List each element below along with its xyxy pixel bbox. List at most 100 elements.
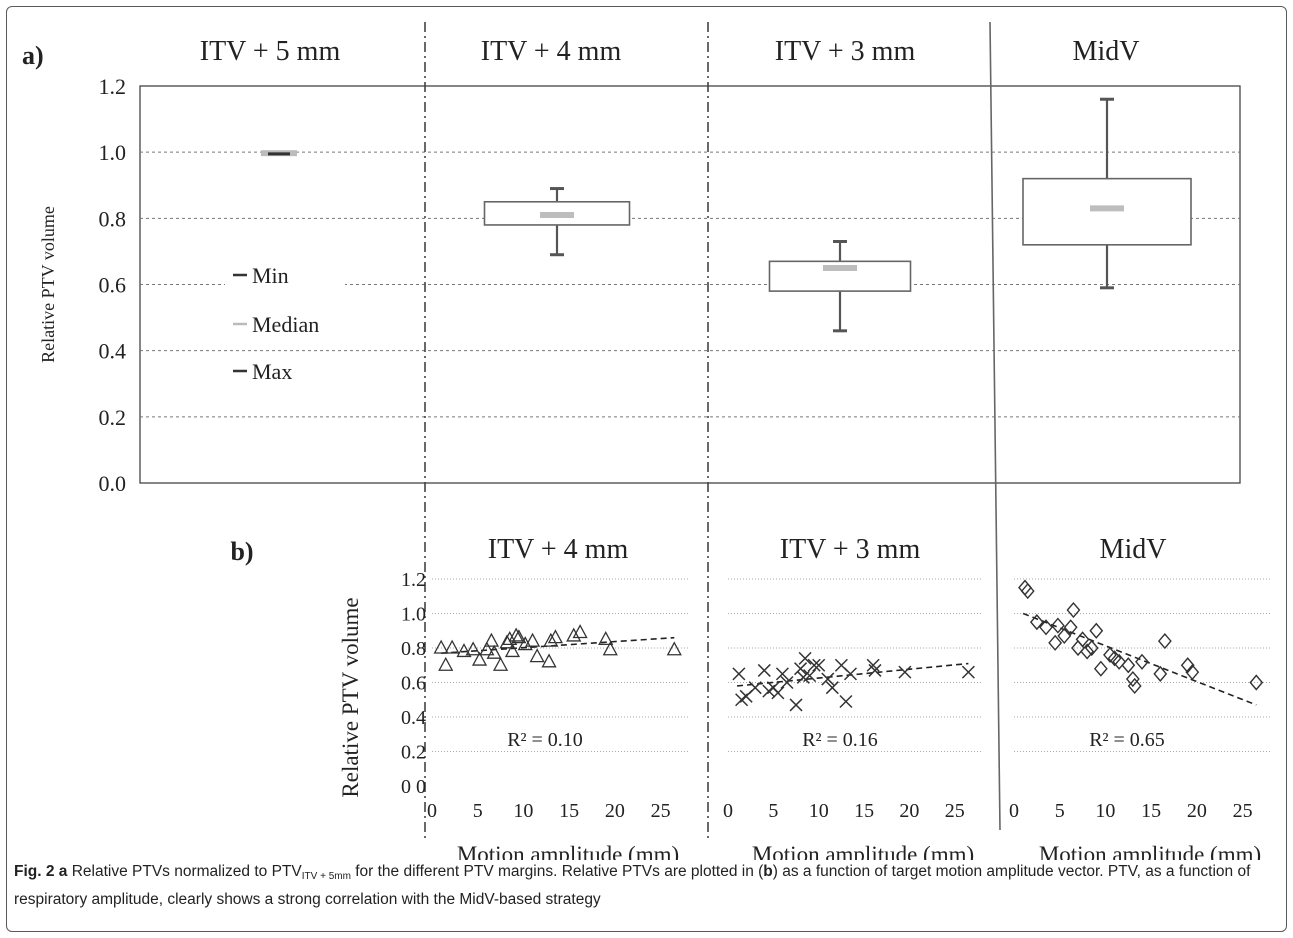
panel-b-xtick-label: 20 bbox=[1187, 800, 1207, 822]
panel-a-ytick-label: 0.6 bbox=[99, 273, 127, 298]
panel-b-xtick-label: 0 bbox=[1009, 800, 1019, 822]
data-point-x bbox=[839, 694, 853, 709]
data-point-diamond bbox=[1249, 674, 1264, 691]
data-point-triangle bbox=[566, 627, 582, 642]
box-body bbox=[768, 260, 912, 292]
panel-b-ytick-label: 1.2 bbox=[401, 569, 426, 591]
data-point-triangle bbox=[456, 643, 472, 658]
data-point-diamond bbox=[1089, 622, 1104, 639]
data-point-triangle bbox=[465, 641, 481, 656]
trendline bbox=[441, 636, 675, 654]
caption-text-1: Relative PTVs normalized to PTV bbox=[67, 863, 302, 880]
panel-b-xtick-label: 25 bbox=[651, 800, 671, 822]
caption-text-3: ) as a function of target motion amplitu… bbox=[14, 863, 1251, 908]
data-point-triangle bbox=[502, 631, 518, 646]
figure-caption: Fig. 2 a Relative PTVs normalized to PTV… bbox=[14, 860, 1279, 911]
panel-b-ytick-label: 0.4 bbox=[401, 707, 426, 729]
legend-label: Median bbox=[252, 312, 319, 337]
figure-frame bbox=[6, 6, 1287, 932]
data-point-x bbox=[794, 662, 808, 676]
data-point-x bbox=[843, 667, 857, 681]
data-point-diamond bbox=[1066, 601, 1081, 619]
data-point-triangle bbox=[444, 639, 460, 654]
panel-b-xtick-label: 15 bbox=[559, 800, 579, 822]
data-point-triangle bbox=[483, 632, 500, 647]
trendline bbox=[1022, 612, 1257, 706]
data-point-x bbox=[868, 663, 882, 677]
panel-b-xtick-label: 20 bbox=[899, 800, 919, 822]
panel-a-ytick-label: 0.2 bbox=[99, 405, 127, 430]
data-point-x bbox=[961, 665, 975, 679]
data-point-diamond bbox=[1075, 631, 1090, 648]
data-point-x bbox=[771, 686, 785, 700]
panel-a-label: a) bbox=[22, 41, 44, 70]
data-point-diamond bbox=[1080, 643, 1095, 660]
panel-a-strategy-title: MidV bbox=[1073, 36, 1140, 67]
data-point-diamond bbox=[1048, 634, 1063, 651]
caption-fig-label: Fig. 2 bbox=[14, 863, 55, 880]
data-point-triangle bbox=[517, 636, 533, 651]
data-point-triangle bbox=[602, 641, 618, 656]
data-point-triangle bbox=[511, 629, 527, 644]
panel-b-x-axis-label: Motion amplitude (mm) bbox=[752, 842, 974, 860]
data-point-triangle bbox=[438, 656, 454, 671]
data-point-diamond bbox=[1125, 670, 1140, 688]
data-point-triangle bbox=[666, 641, 682, 656]
panel-b-xtick-label: 15 bbox=[854, 800, 874, 822]
panel-b-xtick-label: 10 bbox=[513, 800, 533, 822]
panel-b-xtick-label: 25 bbox=[1233, 800, 1253, 822]
data-point-x bbox=[732, 667, 746, 681]
data-point-triangle bbox=[541, 653, 557, 668]
panel-b-y-axis-label: Relative PTV volume bbox=[338, 597, 363, 797]
panel-b-x-axis-label: Motion amplitude (mm) bbox=[457, 842, 679, 860]
panel-b-xtick-label: 5 bbox=[1055, 800, 1065, 822]
legend-entry-background bbox=[225, 266, 345, 292]
panel-a-strategy-title: ITV + 4 mm bbox=[481, 36, 622, 67]
data-point-triangle bbox=[547, 629, 564, 644]
data-point-triangle bbox=[486, 644, 502, 659]
panel-b-label: b) bbox=[230, 537, 253, 566]
data-point-x bbox=[803, 669, 817, 683]
data-point-x bbox=[825, 681, 839, 695]
panel-b-xtick-label: 0 bbox=[723, 800, 733, 822]
data-point-x bbox=[757, 663, 771, 677]
panel-b-strategy-title: MidV bbox=[1100, 534, 1167, 565]
legend-entry-background bbox=[225, 362, 345, 388]
caption-subscript: ITV + 5mm bbox=[301, 871, 351, 882]
data-point-x bbox=[821, 672, 835, 686]
data-point-triangle bbox=[504, 643, 521, 658]
panel-divider-solid bbox=[989, 21, 1001, 831]
r-squared-annotation: R² = 0.65 bbox=[1089, 729, 1165, 751]
data-point-x bbox=[812, 658, 826, 672]
data-point-x bbox=[898, 665, 912, 679]
data-point-diamond bbox=[1185, 664, 1200, 681]
data-point-x bbox=[807, 658, 821, 672]
data-point-diamond bbox=[1112, 653, 1127, 670]
panel-b-ytick-label: 0.6 bbox=[401, 673, 426, 695]
data-point-triangle bbox=[543, 632, 559, 647]
panel-b-xtick-label: 5 bbox=[473, 800, 483, 822]
panel-a-ytick-label: 0.0 bbox=[99, 471, 127, 496]
data-point-diamond bbox=[1063, 619, 1078, 636]
data-point-diamond bbox=[1029, 614, 1044, 631]
data-point-triangle bbox=[529, 648, 545, 663]
data-point-diamond bbox=[1153, 665, 1168, 682]
panel-a-ytick-label: 1.0 bbox=[99, 140, 127, 165]
panel-b-xtick-label: 10 bbox=[1095, 800, 1115, 822]
caption-text-2: for the different PTV margins. Relative … bbox=[350, 863, 764, 880]
data-point-diamond bbox=[1127, 677, 1142, 695]
caption-panel-a: a bbox=[58, 863, 68, 880]
data-point-triangle bbox=[433, 639, 449, 654]
panel-b-xtick-label: 15 bbox=[1141, 800, 1161, 822]
panel-b-xtick-label: 0 bbox=[427, 800, 437, 822]
panel-b-ytick-label: 0.8 bbox=[401, 638, 426, 660]
data-point-diamond bbox=[1039, 619, 1053, 636]
data-point-triangle bbox=[471, 651, 488, 666]
panel-b-ytick-label: 0.2 bbox=[401, 742, 426, 764]
r-squared-annotation: R² = 0.10 bbox=[507, 729, 583, 751]
panel-a-strategy-title: ITV + 3 mm bbox=[775, 36, 916, 67]
panel-b-strategy-title: ITV + 4 mm bbox=[488, 534, 629, 565]
data-point-triangle bbox=[508, 627, 524, 642]
data-point-triangle bbox=[598, 631, 614, 646]
data-point-triangle bbox=[479, 641, 495, 656]
